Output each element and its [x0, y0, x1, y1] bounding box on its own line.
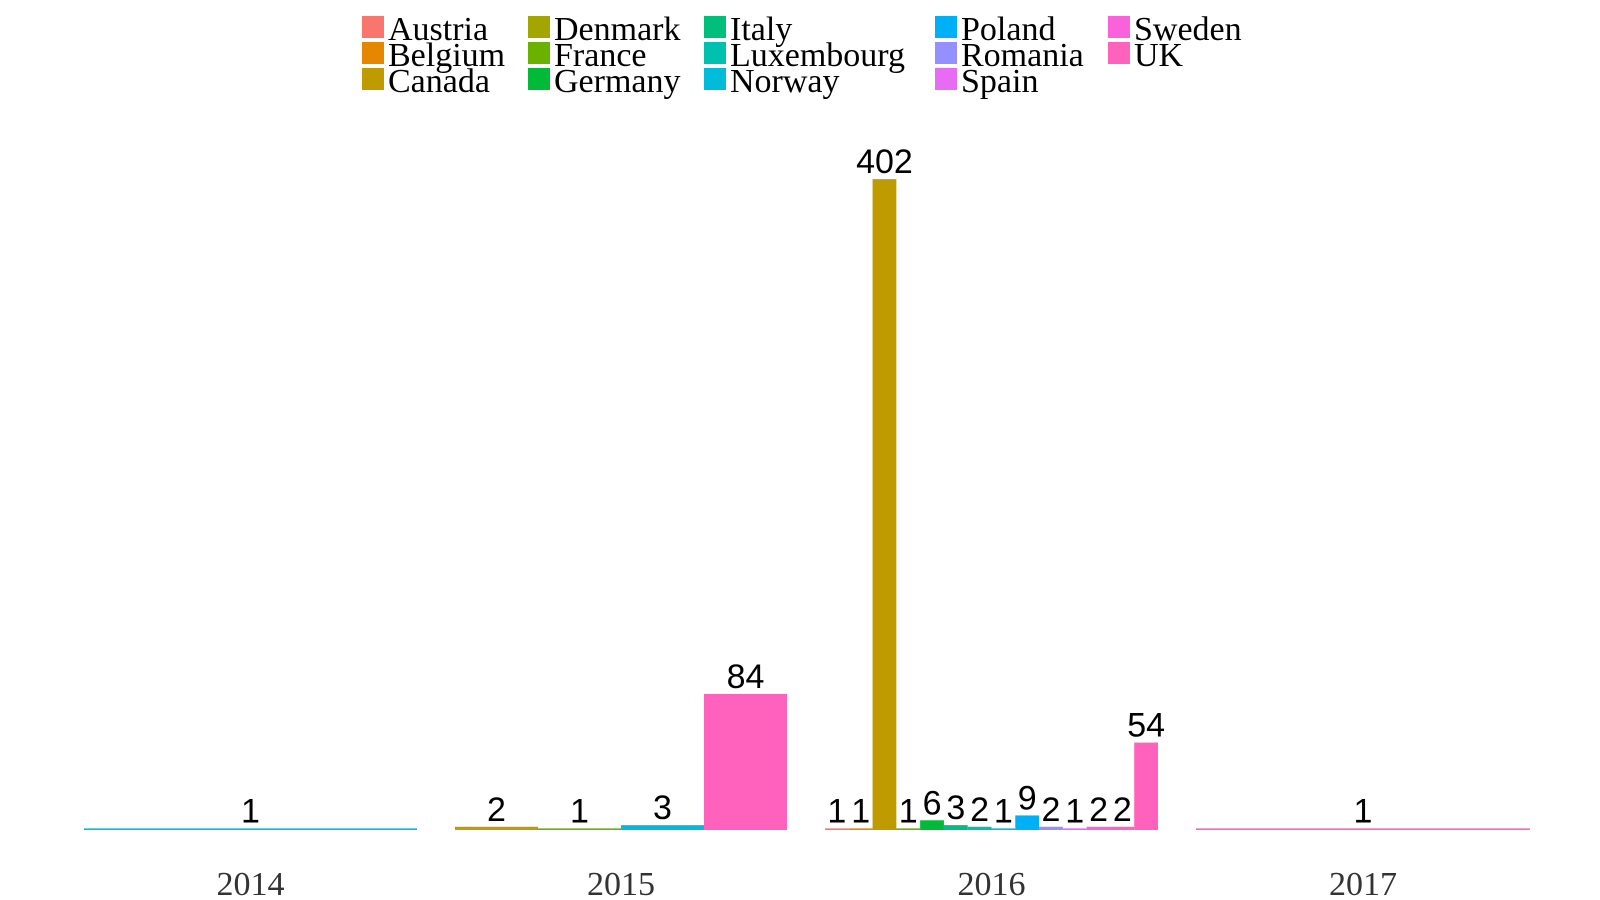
x-axis-ticks: 2014 2015 2016 2017	[217, 866, 1398, 900]
legend-label-italy: Italy	[730, 11, 792, 48]
x-tick-label-2015: 2015	[587, 866, 655, 900]
bar-2016-romania-9	[1039, 826, 1063, 830]
bar-value-label-2016-5: 3	[946, 789, 965, 827]
legend-label-norway: Norway	[730, 63, 840, 100]
legend-key-romania	[935, 42, 957, 64]
legend-label-spain: Spain	[961, 63, 1038, 100]
bar-value-label-2015-3: 84	[727, 658, 765, 696]
legend-label-romania: Romania	[961, 37, 1084, 74]
legend-key-italy	[704, 16, 726, 38]
legend-label-denmark: Denmark	[554, 11, 681, 48]
legend-label-austria: Austria	[388, 11, 488, 48]
legend-key-norway	[704, 68, 726, 90]
x-tick-label-2017: 2017	[1329, 866, 1397, 900]
legend-label-sweden: Sweden	[1134, 11, 1242, 48]
bar-value-label-2016-1: 1	[851, 792, 870, 830]
legend-label-canada: Canada	[388, 63, 490, 100]
legend-key-luxembourg	[704, 42, 726, 64]
bar-value-label-2016-3: 1	[899, 792, 918, 830]
legend-key-austria	[362, 16, 384, 38]
bar-value-label-2015-1: 1	[570, 792, 589, 830]
legend-key-belgium	[362, 42, 384, 64]
legend-key-sweden	[1108, 16, 1130, 38]
bar-2016-italy-5	[943, 825, 968, 830]
bar-2016-luxembourg-6	[967, 826, 992, 830]
bar-2016-canada-2	[872, 179, 897, 831]
bar-value-label-2016-9: 2	[1042, 791, 1061, 829]
bar-2016-norway-7	[991, 828, 1016, 830]
legend-key-denmark	[528, 16, 550, 38]
bar-value-label-2016-12: 2	[1113, 791, 1132, 829]
bar-value-label-2016-6: 2	[970, 791, 989, 829]
bar-2016-austria-0	[825, 828, 849, 830]
bar-2015-france-1	[538, 828, 621, 830]
bar-2015-canada-0	[455, 826, 538, 830]
bar-value-label-2016-10: 1	[1065, 792, 1084, 830]
legend-label-uk: UK	[1134, 37, 1184, 74]
bar-2016-poland-8	[1015, 815, 1040, 830]
legend-label-luxembourg: Luxembourg	[730, 37, 905, 74]
bar-value-label-2016-8: 9	[1018, 779, 1037, 817]
bar-2016-belgium-1	[848, 828, 873, 830]
bar-2014-norway-0	[84, 828, 417, 830]
x-tick-label-2016: 2016	[958, 866, 1026, 900]
bar-2015-norway-2	[621, 825, 704, 830]
legend-label-belgium: Belgium	[388, 37, 505, 74]
bar-2016-uk-13	[1134, 742, 1158, 830]
bar-value-label-2016-13: 54	[1127, 707, 1165, 745]
bar-value-label-2016-4: 6	[923, 784, 942, 822]
bar-2016-germany-4	[920, 820, 944, 830]
bar-value-label-2014-0: 1	[241, 792, 260, 830]
legend-key-canada	[362, 68, 384, 90]
bar-value-label-2017-0: 1	[1354, 792, 1373, 830]
legend-key-france	[528, 42, 550, 64]
bar-2017-uk-0	[1196, 828, 1530, 830]
legend-key-spain	[935, 68, 957, 90]
x-tick-label-2014: 2014	[217, 866, 285, 900]
legend-key-poland	[935, 16, 957, 38]
bar-2015-uk-3	[704, 694, 787, 830]
bar-value-label-2015-0: 2	[487, 791, 506, 829]
bar-value-label-2016-0: 1	[827, 792, 846, 830]
legend-label-france: France	[554, 37, 647, 74]
legend-key-uk	[1108, 42, 1130, 64]
bar-value-label-2016-7: 1	[994, 792, 1013, 830]
legend-label-germany: Germany	[554, 63, 681, 100]
bar-value-label-2015-2: 3	[653, 789, 672, 827]
bars-layer	[84, 179, 1530, 831]
bar-2016-spain-10	[1062, 828, 1087, 830]
bar-2016-uk-12	[1110, 826, 1135, 830]
bar-value-label-2016-2: 402	[856, 143, 913, 181]
bar-2016-sweden-11	[1086, 826, 1111, 830]
bar-2016-france-3	[896, 828, 921, 830]
bar-value-label-2016-11: 2	[1089, 791, 1108, 829]
legend-label-poland: Poland	[961, 11, 1055, 48]
legend-key-germany	[528, 68, 550, 90]
